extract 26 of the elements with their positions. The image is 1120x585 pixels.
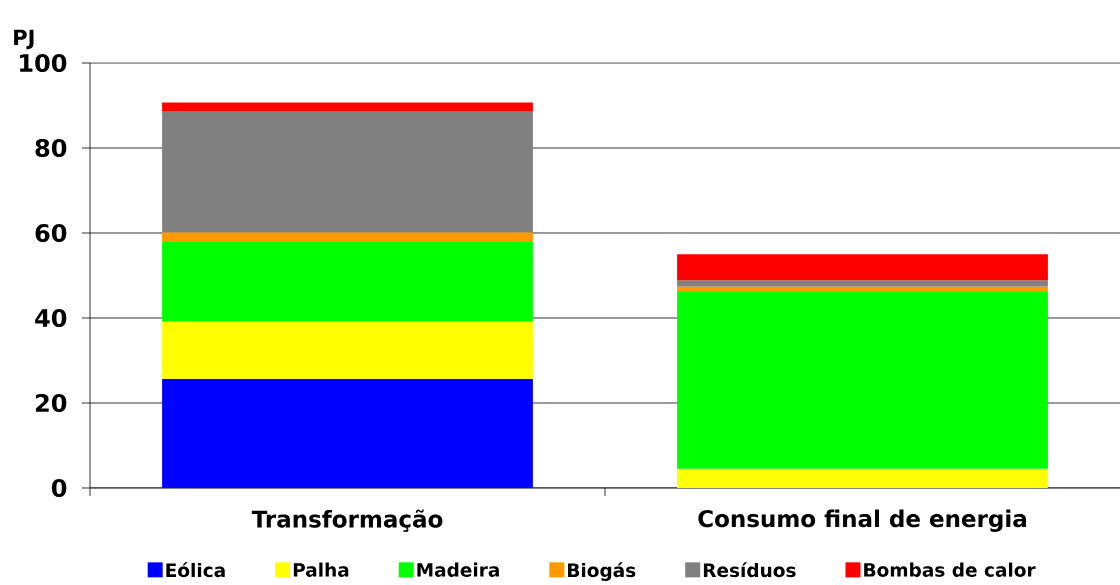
y-axis-title: PJ — [14, 29, 34, 50]
y-tick-label: 100 — [20, 53, 67, 73]
y-tick-label: 0 — [51, 478, 67, 498]
y-tick-label: 80 — [35, 138, 67, 158]
x-tick-label: Consumo final de energia — [698, 509, 1026, 532]
bar — [162, 321, 533, 379]
x-tick-label: Transformação — [251, 509, 443, 532]
bar — [162, 102, 533, 112]
legend-label: Eólica — [166, 562, 225, 578]
bar — [162, 232, 533, 242]
bar — [677, 468, 1048, 488]
y-tick-label: 20 — [35, 393, 67, 413]
legend-label: Madeira — [417, 562, 499, 577]
legend-label: Bombas de calor — [864, 562, 1036, 577]
y-tick-label: 40 — [35, 308, 67, 328]
bar — [677, 254, 1048, 281]
bar — [677, 280, 1048, 287]
bar — [677, 292, 1048, 469]
legend-label: Palha — [293, 562, 349, 577]
legend-label: Biogás — [568, 562, 636, 581]
bar — [162, 241, 533, 322]
bar — [162, 378, 533, 488]
y-tick-label: 60 — [35, 223, 67, 243]
bar — [162, 111, 533, 233]
legend-label: Resíduos — [703, 562, 796, 578]
bar — [677, 286, 1048, 293]
